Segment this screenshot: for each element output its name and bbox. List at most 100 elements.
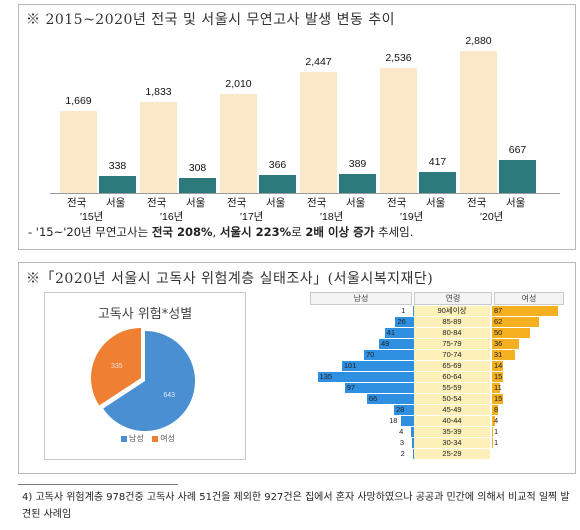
data-label: 2,880 <box>465 34 492 47</box>
pyramid-bar-female <box>492 328 530 338</box>
pyramid-age-cell <box>414 328 490 338</box>
pyramid-value-female: 36 <box>494 339 503 348</box>
note-text: 추세임. <box>374 225 414 239</box>
pyramid-value-male: 18 <box>389 416 398 425</box>
note-text: 로 <box>291 225 306 239</box>
pyramid-age-cell <box>414 416 490 426</box>
bar-national <box>460 50 497 193</box>
age-pyramid-chart: 남성 연령 여성 1 90세이상 87 26 85-89 62 41 80-84 50 49 75-… <box>310 292 564 464</box>
section-title-trend: ※ 2015~2020년 전국 및 서울시 무연고사 발생 변동 추이 <box>26 12 396 28</box>
category-label: 서울 <box>266 197 286 209</box>
data-label: 338 <box>108 160 127 173</box>
note-emphasis: 2배 이상 증가 <box>305 225 375 239</box>
pyramid-bar-female <box>492 372 504 382</box>
pyramid-value-female: 11 <box>494 383 502 392</box>
category-label: 전국 <box>227 197 247 209</box>
pyramid-bar-male <box>394 405 414 415</box>
pyramid-bar-female <box>492 427 493 437</box>
pie-chart-title: 고독사 위험*성별 <box>97 307 193 322</box>
legend-label-female: 여성 <box>160 434 175 443</box>
pyramid-bar-male <box>364 350 414 360</box>
footnote: 4) 고독사 위험계층 978건중 고독사 사례 51건을 제외한 927건은 … <box>22 492 570 520</box>
pyramid-bar-male <box>413 306 414 316</box>
pyramid-age-label: 85-89 <box>442 317 462 326</box>
data-label: 1,833 <box>145 86 172 99</box>
trend-note: - '15~'20년 무연고사는 전국 208%, 서울시 223%로 2배 이… <box>28 224 413 240</box>
pyramid-bar-male <box>412 449 414 459</box>
pyramid-row: 135 60-64 15 <box>310 372 564 382</box>
data-label: 308 <box>188 161 207 174</box>
pyramid-age-cell <box>414 438 490 448</box>
year-label: '17년 <box>240 211 264 223</box>
pyramid-value-female: 4 <box>494 416 499 425</box>
pyramid-row: 4 35-39 1 <box>310 427 564 437</box>
bar-seoul <box>99 176 136 193</box>
pyramid-bar-male <box>366 394 414 404</box>
pyramid-value-male: 41 <box>386 328 396 337</box>
bar-seoul <box>259 174 296 193</box>
pyramid-age-label: 80-84 <box>442 328 462 337</box>
pyramid-value-female: 50 <box>494 328 503 337</box>
pyramid-bar-male <box>341 361 414 371</box>
pyramid-row: 18 40-44 4 <box>310 416 564 426</box>
pyramid-value-female: 31 <box>494 350 503 359</box>
pyramid-bar-male <box>317 372 414 382</box>
pyramid-value-male: 26 <box>397 317 406 326</box>
pyramid-age-label: 65-69 <box>442 361 462 370</box>
pyramid-bar-female <box>492 317 539 327</box>
pyramid-row: 97 55-59 11 <box>310 383 564 393</box>
pyramid-age-label: 40-44 <box>442 416 462 425</box>
pyramid-bar-female <box>492 383 501 393</box>
pyramid-bar-male <box>411 438 414 448</box>
pyramid-value-male: 70 <box>366 350 375 359</box>
data-label: 417 <box>428 156 447 169</box>
pyramid-bar-male <box>384 328 414 338</box>
pyramid-bar-male <box>344 383 414 393</box>
pyramid-header-male: 남성 <box>310 292 412 305</box>
year-label: '15년 <box>80 211 104 223</box>
pyramid-age-label: 90세이상 <box>437 306 467 315</box>
pyramid-value-female: 62 <box>494 317 503 326</box>
data-label: 667 <box>508 144 527 157</box>
category-label: 서울 <box>186 197 206 209</box>
pyramid-bar-male <box>401 416 414 426</box>
data-label: 2,536 <box>385 51 412 64</box>
category-label: 전국 <box>467 197 487 209</box>
pyramid-value-male: 3 <box>399 438 405 447</box>
pyramid-value-male: 97 <box>346 383 356 392</box>
pyramid-bar-male <box>395 317 414 327</box>
data-label: 2,010 <box>225 77 252 90</box>
pyramid-value-female: 87 <box>494 306 503 315</box>
pyramid-age-label: 35-39 <box>442 427 462 436</box>
bar-national <box>380 67 417 193</box>
pyramid-age-cell <box>414 317 490 327</box>
pyramid-bar-female <box>492 394 504 404</box>
pyramid-bar-male <box>379 339 414 349</box>
bar-national <box>60 110 97 193</box>
note-text: - '15~'20년 무연고사는 <box>28 225 152 239</box>
category-label: 서울 <box>506 197 526 209</box>
pyramid-bar-female <box>492 438 493 448</box>
pyramid-value-male: 4 <box>399 427 404 436</box>
pyramid-value-female: 1 <box>494 438 499 447</box>
category-label: 서울 <box>426 197 446 209</box>
pyramid-value-male: 66 <box>368 394 378 403</box>
pyramid-row: 3 30-34 1 <box>310 438 564 448</box>
pyramid-age-label: 50-54 <box>442 394 462 403</box>
footnote-rule <box>18 484 178 485</box>
category-label: 전국 <box>387 197 407 209</box>
pyramid-age-label: 45-49 <box>442 405 462 414</box>
pyramid-age-cell <box>414 405 490 415</box>
note-emphasis: 서울시 223% <box>219 225 292 239</box>
pyramid-value-female: 15 <box>494 394 503 403</box>
pyramid-age-cell <box>414 306 490 316</box>
section-title-survey: ※「2020년 서울시 고독사 위험계층 실태조사」(서울시복지재단) <box>26 271 434 287</box>
pyramid-header-age: 연령 <box>414 292 492 305</box>
bar-seoul <box>339 173 376 193</box>
pyramid-value-male: 1 <box>401 306 406 315</box>
pyramid-age-cell <box>414 394 490 404</box>
data-label: 389 <box>348 157 367 170</box>
category-label: 전국 <box>67 197 87 209</box>
data-label: 1,669 <box>65 94 92 107</box>
pyramid-age-label: 75-79 <box>442 339 462 348</box>
